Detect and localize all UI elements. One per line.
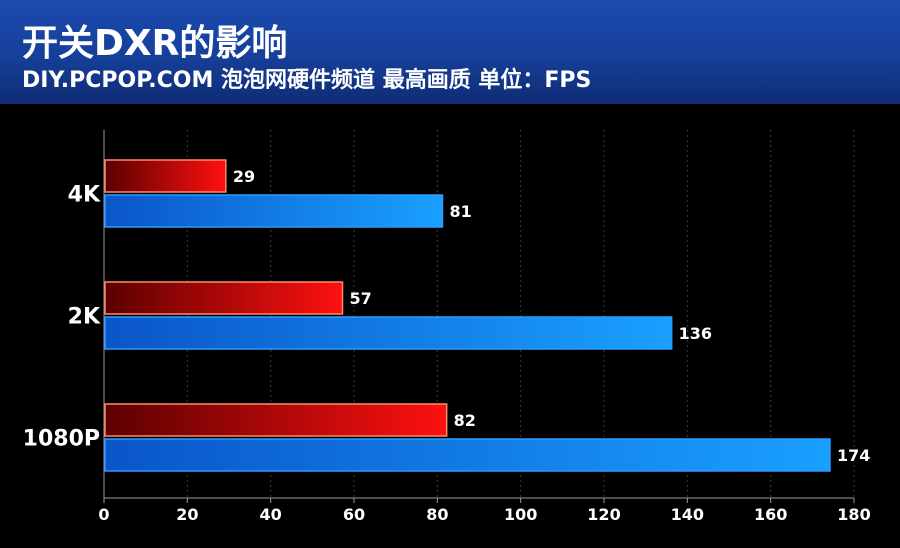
bar-dxr-off-1080p xyxy=(104,438,831,472)
chart-subtitle: DIY.PCPOP.COM 泡泡网硬件频道 最高画质 单位：FPS xyxy=(22,68,592,93)
bar-dxr-off-2k xyxy=(104,316,673,350)
x-tick-label: 120 xyxy=(587,505,620,524)
bar-dxr-on-1080p xyxy=(104,403,448,437)
bar-dxr-off-4k xyxy=(104,194,444,228)
data-label: 174 xyxy=(837,446,870,465)
bars xyxy=(104,159,831,472)
x-tick-label: 100 xyxy=(504,505,537,524)
labels: 29 81 4K 57 136 2K 82 174 1080P xyxy=(23,167,871,465)
data-label: 136 xyxy=(679,324,712,343)
chart-title: 开关DXR的影响 xyxy=(22,23,288,64)
data-label: 57 xyxy=(350,289,372,308)
x-tick-label: 140 xyxy=(671,505,704,524)
x-tick-label: 60 xyxy=(343,505,365,524)
x-tick-label: 180 xyxy=(837,505,870,524)
bar-chart: 0 20 40 60 80 100 120 140 160 180 29 81 4K 57 136 2K 82… xyxy=(23,130,871,524)
data-label: 81 xyxy=(450,202,472,221)
axes: 0 20 40 60 80 100 120 140 160 180 xyxy=(98,130,871,524)
category-label: 1080P xyxy=(23,427,100,452)
category-label: 2K xyxy=(68,305,101,330)
category-label: 4K xyxy=(68,183,101,208)
bar-dxr-on-2k xyxy=(104,281,344,315)
x-tick-label: 20 xyxy=(176,505,198,524)
bar-dxr-on-4k xyxy=(104,159,227,193)
chart-header: 开关DXR的影响 DIY.PCPOP.COM 泡泡网硬件频道 最高画质 单位：F… xyxy=(0,0,900,104)
data-label: 82 xyxy=(454,411,476,430)
x-tick-label: 80 xyxy=(426,505,448,524)
x-tick-label: 0 xyxy=(98,505,109,524)
x-tick-label: 40 xyxy=(260,505,282,524)
x-tick-label: 160 xyxy=(754,505,787,524)
data-label: 29 xyxy=(233,167,255,186)
